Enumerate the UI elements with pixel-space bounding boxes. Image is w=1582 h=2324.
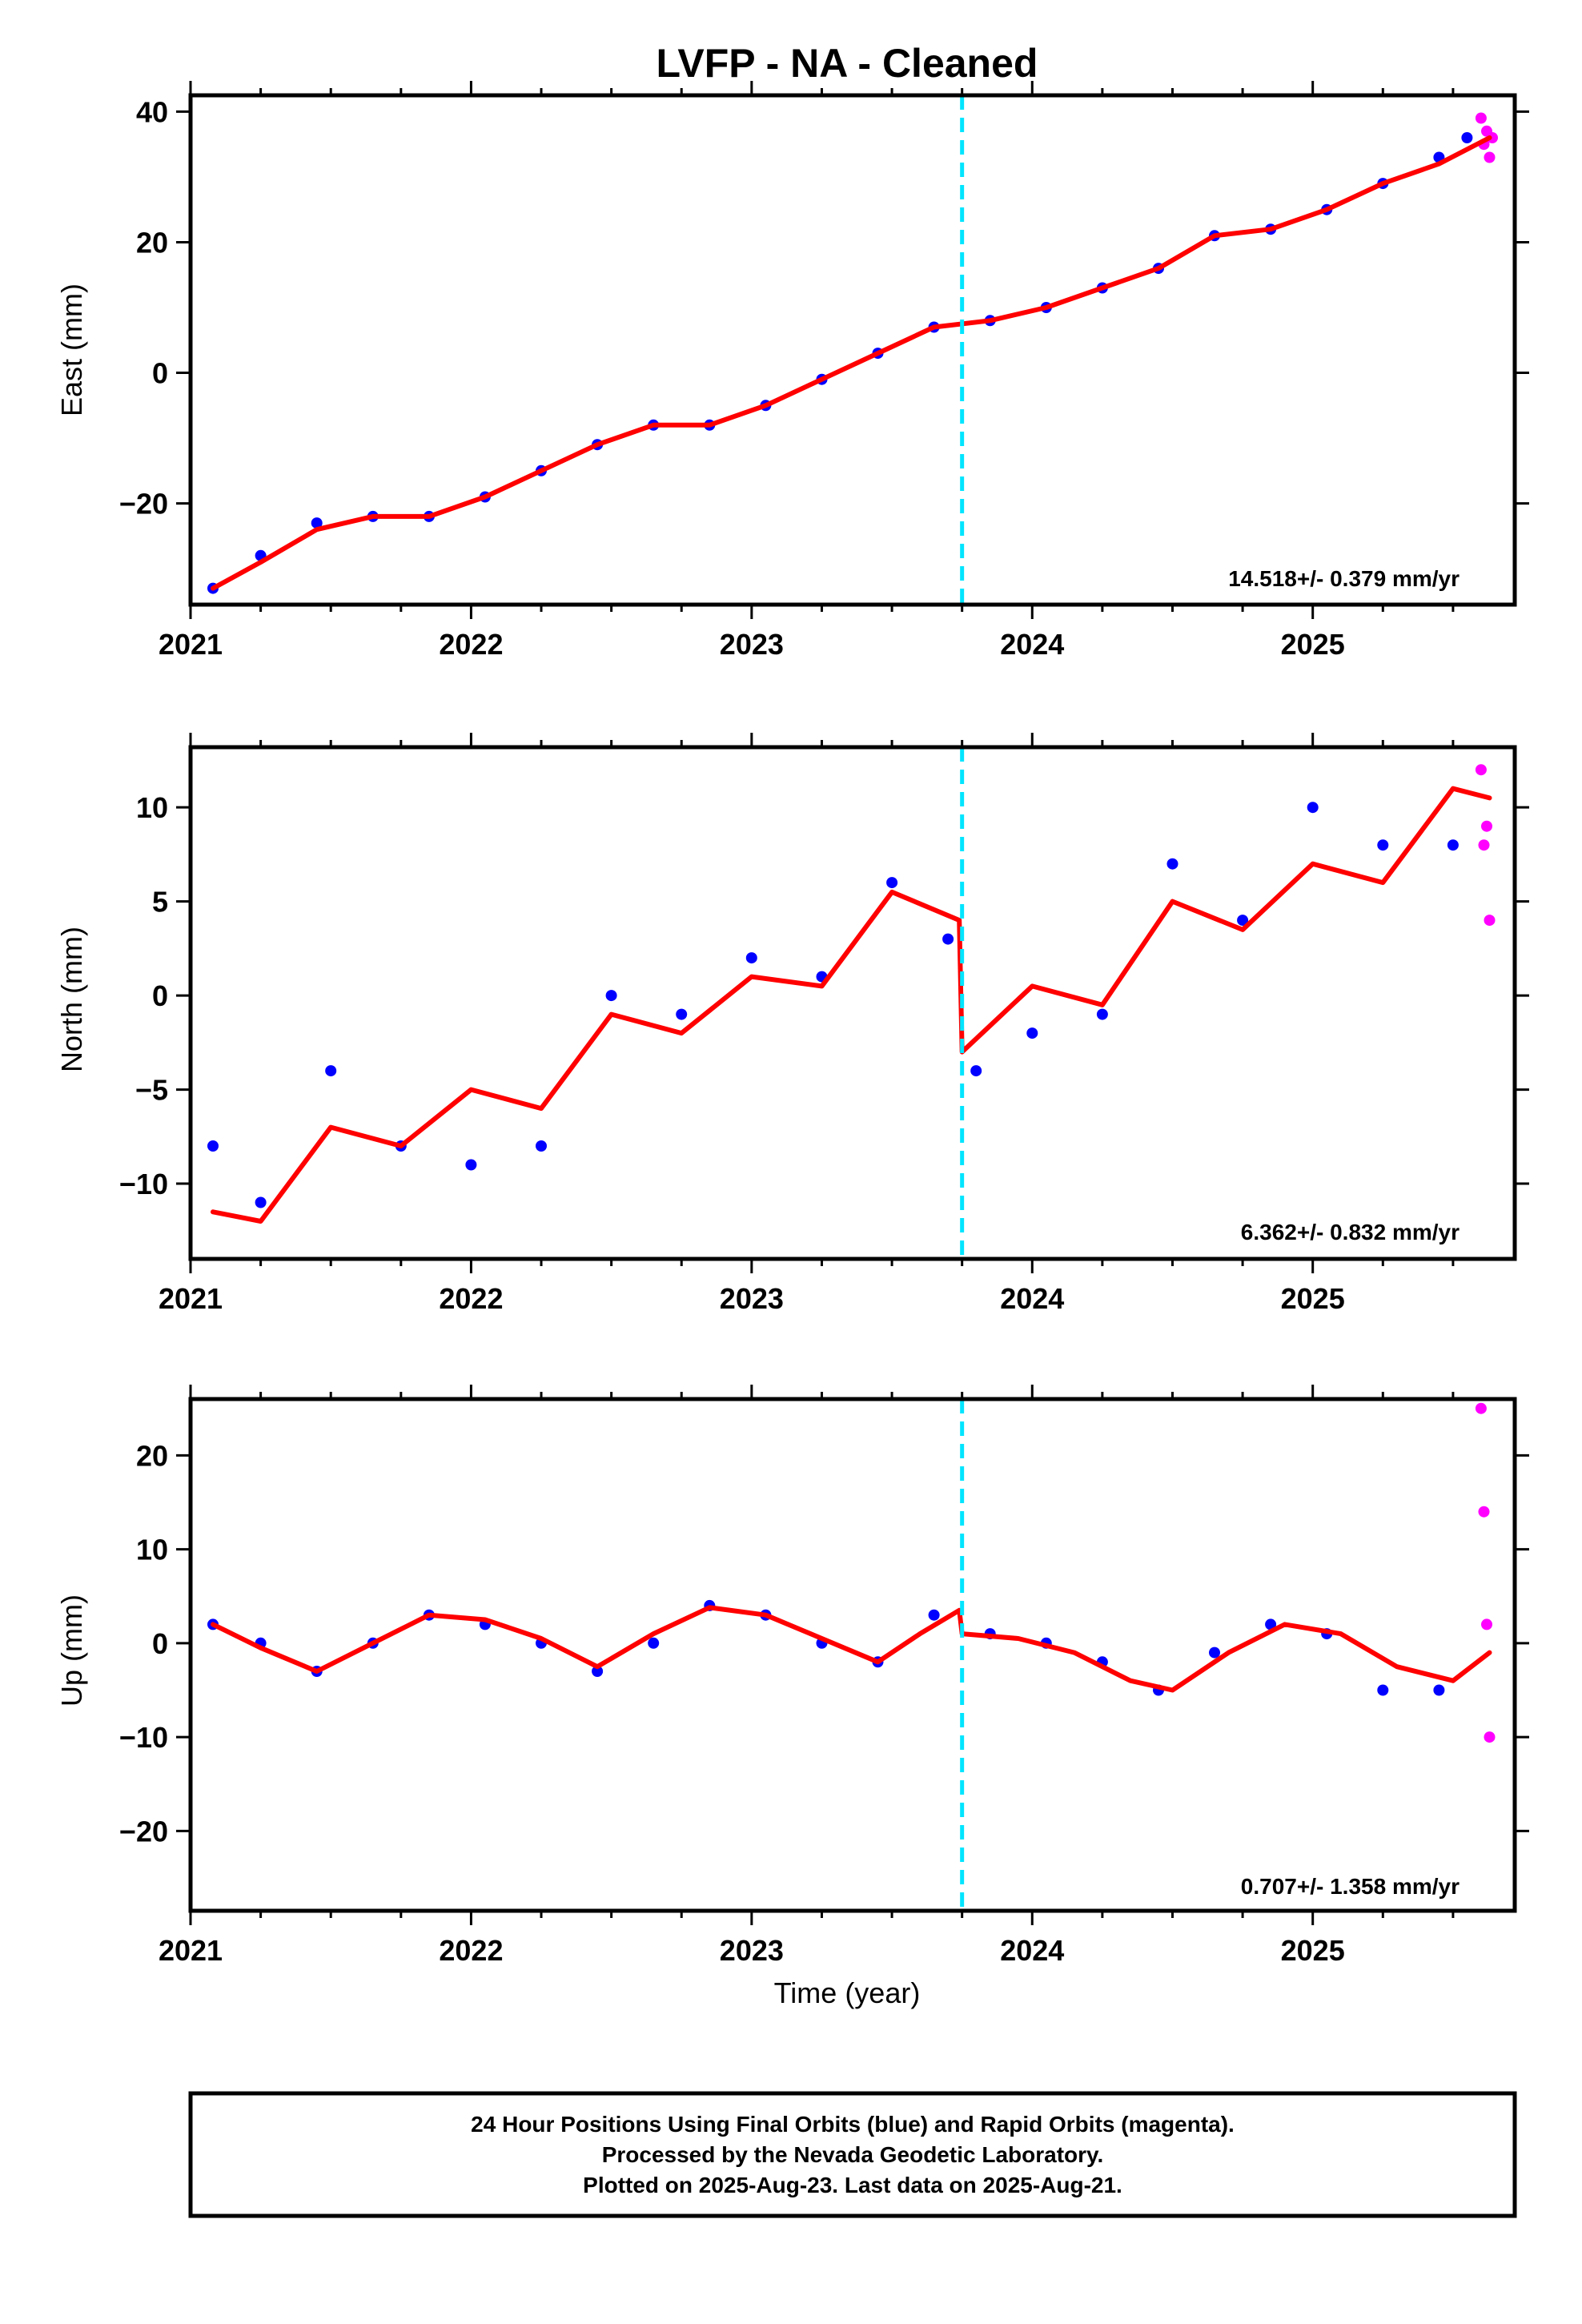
up-x-tick-label: 2024 xyxy=(1000,1934,1064,1967)
north-final-point xyxy=(745,952,757,964)
north-final-point xyxy=(1096,1008,1108,1020)
north-rapid-point xyxy=(1475,764,1487,776)
north-final-point xyxy=(1166,858,1178,870)
up-final-point xyxy=(1265,1618,1277,1630)
up-y-tick-label: −20 xyxy=(119,1815,168,1848)
up-y-tick-label: −10 xyxy=(119,1721,168,1754)
up-model-line xyxy=(211,1605,1492,1693)
east-rapid-point xyxy=(1475,112,1487,124)
north-final-point xyxy=(255,1196,267,1208)
north-y-tick-label: 5 xyxy=(152,886,168,919)
east-x-tick-label: 2021 xyxy=(159,628,223,661)
x-axis-label: Time (year) xyxy=(774,1976,921,2009)
footer-line-1: 24 Hour Positions Using Final Orbits (bl… xyxy=(471,2112,1235,2137)
up-rapid-point xyxy=(1475,1402,1487,1414)
east-x-tick-label: 2022 xyxy=(439,628,503,661)
footer-box: 24 Hour Positions Using Final Orbits (bl… xyxy=(188,2091,1517,2218)
east-y-tick-label: 20 xyxy=(136,226,168,259)
north-model-line xyxy=(211,786,1492,1224)
east-y-tick-label: 40 xyxy=(136,95,168,128)
north-final-point xyxy=(1377,839,1389,851)
footer-line-2: Processed by the Nevada Geodetic Laborat… xyxy=(602,2142,1104,2167)
up-points xyxy=(207,1402,1496,1743)
up-plot-frame xyxy=(188,1397,1517,1913)
up-x-tick-label: 2022 xyxy=(439,1934,503,1967)
east-model xyxy=(211,135,1492,591)
up-final-point xyxy=(648,1637,660,1649)
east-rapid-point xyxy=(1487,132,1498,143)
north-points xyxy=(207,764,1496,1208)
up-y-axis-label: Up (mm) xyxy=(55,1594,88,1707)
footer-frame xyxy=(188,2091,1517,2218)
north-rapid-point xyxy=(1484,915,1496,927)
up-axes: 2021 2022 2023 2024 2025 −20 −10 0 10 20 xyxy=(119,1385,1529,1967)
east-x-tick-label: 2025 xyxy=(1281,628,1345,661)
up-x-tick-label: 2025 xyxy=(1281,1934,1345,1967)
east-panel: 2021 2022 2023 2024 2025 −20 0 20 40 14.518+/- 0… xyxy=(55,81,1529,661)
up-final-point xyxy=(928,1609,940,1621)
up-final-point xyxy=(1209,1647,1220,1659)
footer-line-3: Plotted on 2025-Aug-23. Last data on 202… xyxy=(583,2173,1122,2197)
east-rapid-point xyxy=(1484,151,1496,163)
north-model xyxy=(211,786,1492,1224)
north-final-point xyxy=(970,1065,982,1077)
east-plot-frame xyxy=(188,93,1517,607)
north-y-tick-label: −10 xyxy=(119,1168,168,1200)
north-final-point xyxy=(942,933,954,945)
north-final-point xyxy=(536,1140,547,1152)
up-x-tick-label: 2021 xyxy=(159,1934,223,1967)
north-plot-frame xyxy=(188,745,1517,1261)
up-final-point xyxy=(1377,1684,1389,1696)
east-x-tick-label: 2024 xyxy=(1000,628,1064,661)
north-x-tick-label: 2025 xyxy=(1281,1282,1345,1315)
north-final-point xyxy=(886,877,898,889)
north-x-tick-label: 2023 xyxy=(720,1282,784,1315)
up-rate-label: 0.707+/- 1.358 mm/yr xyxy=(1241,1874,1460,1899)
north-y-axis-label: North (mm) xyxy=(55,927,88,1072)
north-y-tick-label: 0 xyxy=(152,979,168,1012)
north-final-point xyxy=(207,1140,219,1152)
north-final-point xyxy=(676,1008,688,1020)
north-x-tick-label: 2022 xyxy=(439,1282,503,1315)
east-x-tick-label: 2023 xyxy=(720,628,784,661)
north-final-point xyxy=(605,990,617,1002)
east-y-tick-label: 0 xyxy=(152,357,168,390)
north-final-point xyxy=(1237,915,1249,927)
east-y-tick-label: −20 xyxy=(119,488,168,521)
up-y-tick-label: 20 xyxy=(136,1439,168,1472)
north-final-point xyxy=(325,1065,337,1077)
up-final-point xyxy=(592,1666,604,1677)
north-final-point xyxy=(1307,802,1319,814)
north-final-point xyxy=(465,1159,477,1171)
north-axes: 2021 2022 2023 2024 2025 −10 −5 0 5 10 xyxy=(119,733,1529,1315)
up-panel: 2021 2022 2023 2024 2025 −20 −10 0 10 20 0.707+/-… xyxy=(55,1385,1529,2009)
north-y-tick-label: 10 xyxy=(136,791,168,824)
east-final-point xyxy=(311,517,323,529)
up-rapid-point xyxy=(1484,1731,1496,1743)
up-rapid-point xyxy=(1478,1506,1490,1518)
up-y-tick-label: 0 xyxy=(152,1627,168,1660)
up-final-point xyxy=(1433,1684,1445,1696)
chart-title: LVFP - NA - Cleaned xyxy=(656,41,1038,86)
north-rapid-point xyxy=(1478,839,1490,851)
east-points xyxy=(207,112,1498,594)
east-final-point xyxy=(1461,132,1473,143)
up-y-tick-label: 10 xyxy=(136,1534,168,1566)
north-final-point xyxy=(1447,839,1459,851)
up-x-tick-label: 2023 xyxy=(720,1934,784,1967)
north-rapid-point xyxy=(1481,820,1492,832)
east-rate-label: 14.518+/- 0.379 mm/yr xyxy=(1228,566,1460,591)
north-final-point xyxy=(1026,1027,1038,1039)
north-rate-label: 6.362+/- 0.832 mm/yr xyxy=(1241,1220,1460,1244)
north-x-tick-label: 2024 xyxy=(1000,1282,1064,1315)
north-panel: 2021 2022 2023 2024 2025 −10 −5 0 5 10 6.362+/- 0… xyxy=(55,733,1529,1315)
east-y-axis-label: East (mm) xyxy=(55,283,88,416)
north-x-tick-label: 2021 xyxy=(159,1282,223,1315)
north-y-tick-label: −5 xyxy=(135,1074,168,1107)
east-axes: 2021 2022 2023 2024 2025 −20 0 20 40 xyxy=(119,81,1529,661)
east-model-line xyxy=(211,135,1492,591)
up-model xyxy=(211,1605,1492,1693)
up-rapid-point xyxy=(1481,1618,1492,1630)
